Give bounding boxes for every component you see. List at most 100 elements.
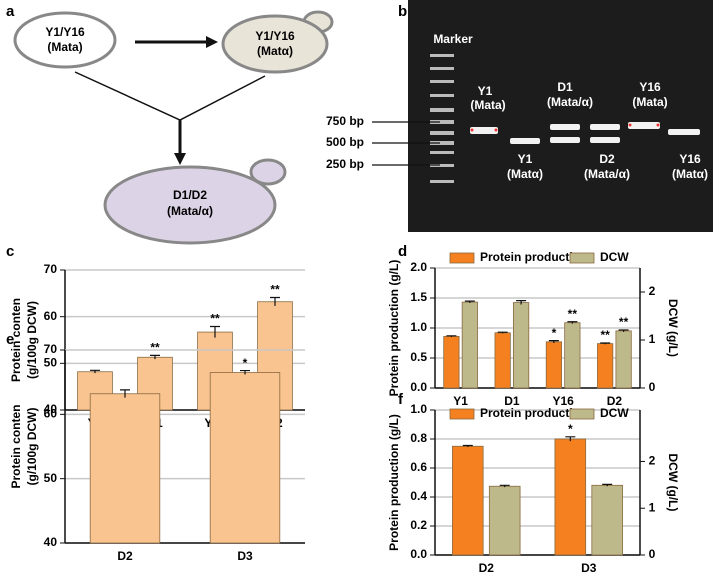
- x-tick-label: D1: [504, 394, 520, 408]
- bar: [591, 484, 623, 556]
- y-tick-label: 0.0: [410, 380, 427, 394]
- significance-label: **: [568, 307, 578, 321]
- x-tick-label: D3: [237, 549, 253, 563]
- gel: [408, 0, 713, 232]
- y2-axis-label: DCW (g/L): [666, 299, 680, 357]
- error-bar: [548, 340, 559, 343]
- error-bar: [90, 369, 100, 374]
- y2-tick-label: 0: [649, 547, 656, 561]
- marker-label: Marker: [433, 32, 473, 46]
- error-bar: [462, 444, 473, 447]
- y-tick-label: 0.2: [410, 518, 427, 532]
- error-bar: [464, 300, 475, 304]
- bar: [554, 438, 587, 556]
- y-axis-label: Protein conten: [9, 404, 23, 488]
- y-tick-label: 0.8: [410, 431, 427, 445]
- y2-tick-label: 0: [649, 380, 656, 394]
- panel-label: c: [6, 243, 14, 260]
- panel-label: d: [398, 243, 407, 260]
- cell-label: (Mata/α): [167, 204, 213, 218]
- lane-label: Y1: [478, 84, 493, 98]
- panel-label: b: [398, 3, 407, 20]
- bar: [494, 332, 511, 389]
- size-label: 500 bp: [326, 135, 364, 149]
- y-axis-label: Protein production (g/L): [387, 414, 401, 551]
- lane-label: (Matα): [507, 167, 543, 181]
- bar: [545, 341, 562, 389]
- size-label: 750 bp: [326, 114, 364, 128]
- significance-label: *: [243, 356, 248, 370]
- error-bar: [210, 325, 220, 338]
- significance-label: **: [270, 283, 280, 297]
- y2-tick-label: 1: [649, 500, 656, 514]
- cell: [103, 165, 277, 245]
- panel-label: e: [6, 331, 14, 348]
- significance-label: **: [619, 315, 629, 329]
- legend-label: DCW: [600, 250, 629, 264]
- lane-label: Y16: [679, 152, 701, 166]
- y-tick-label: 2.0: [410, 260, 427, 274]
- y-tick-label: 0.0: [410, 547, 427, 561]
- y-axis-label: Protein production (g/L): [387, 260, 401, 397]
- significance-label: **: [150, 341, 160, 355]
- significance-label: **: [210, 312, 220, 326]
- error-bar: [270, 296, 280, 306]
- y-tick-label: 40: [44, 402, 58, 416]
- y2-axis-label: DCW (g/L): [666, 454, 680, 512]
- cross-line: [74, 71, 266, 121]
- error-bar: [150, 354, 160, 360]
- lane-label: (Mata/α): [547, 95, 593, 109]
- y-tick-label: 60: [44, 309, 58, 323]
- error-bar: [240, 369, 250, 375]
- size-pointers: [372, 121, 440, 166]
- legend-label: Protein production: [480, 406, 587, 420]
- bar: [513, 302, 530, 389]
- lane-label: Y16: [639, 80, 661, 94]
- legend-swatch: [569, 252, 595, 264]
- bar: [597, 343, 614, 389]
- bar: [564, 322, 581, 389]
- bar: [615, 330, 632, 389]
- cell-label: Y1/Y16: [45, 25, 85, 39]
- bar: [443, 335, 460, 389]
- x-tick-label: D2: [607, 394, 623, 408]
- y-axis-label: Protein conten: [9, 298, 23, 382]
- error-bar: [600, 342, 611, 345]
- arrowhead: [174, 153, 186, 165]
- y2-tick-label: 2: [649, 454, 656, 468]
- error-bar: [499, 484, 510, 488]
- lane-label: (Mata): [470, 98, 505, 112]
- cell-label: Y1/Y16: [255, 29, 295, 43]
- error-bar: [602, 483, 613, 487]
- x-tick-label: D2: [117, 549, 133, 563]
- error-bar: [516, 300, 527, 305]
- x-tick-label: Y16: [552, 394, 574, 408]
- lane-label: D2: [599, 152, 615, 166]
- bar: [488, 485, 521, 556]
- error-bar: [618, 329, 629, 332]
- legend-swatch: [449, 408, 475, 420]
- error-bar: [120, 389, 130, 398]
- y-tick-label: 70: [44, 262, 58, 276]
- cell: [13, 11, 117, 69]
- error-bar: [446, 335, 457, 337]
- cell: [221, 14, 329, 74]
- lane-label: Y1: [518, 152, 533, 166]
- y-tick-label: 1.0: [410, 402, 427, 416]
- y-tick-label: 50: [44, 471, 58, 485]
- bar: [461, 301, 478, 389]
- y-tick-label: 60: [44, 407, 58, 421]
- band-dots: [470, 123, 660, 132]
- y2-tick-label: 1: [649, 332, 656, 346]
- y-axis-label: (g/100g DCW): [25, 301, 39, 379]
- legend-swatch: [569, 408, 595, 420]
- cell-label: (Matα): [257, 44, 293, 58]
- y-tick-label: 0.6: [410, 460, 427, 474]
- x-tick-label: D3: [581, 561, 597, 575]
- bar: [452, 445, 484, 556]
- size-label: 250 bp: [326, 157, 364, 171]
- significance-label: *: [552, 326, 557, 340]
- legend-swatch: [449, 252, 475, 264]
- lane-label: (Matα): [672, 167, 708, 181]
- y-axis-label: (g/100g DCW): [25, 407, 39, 485]
